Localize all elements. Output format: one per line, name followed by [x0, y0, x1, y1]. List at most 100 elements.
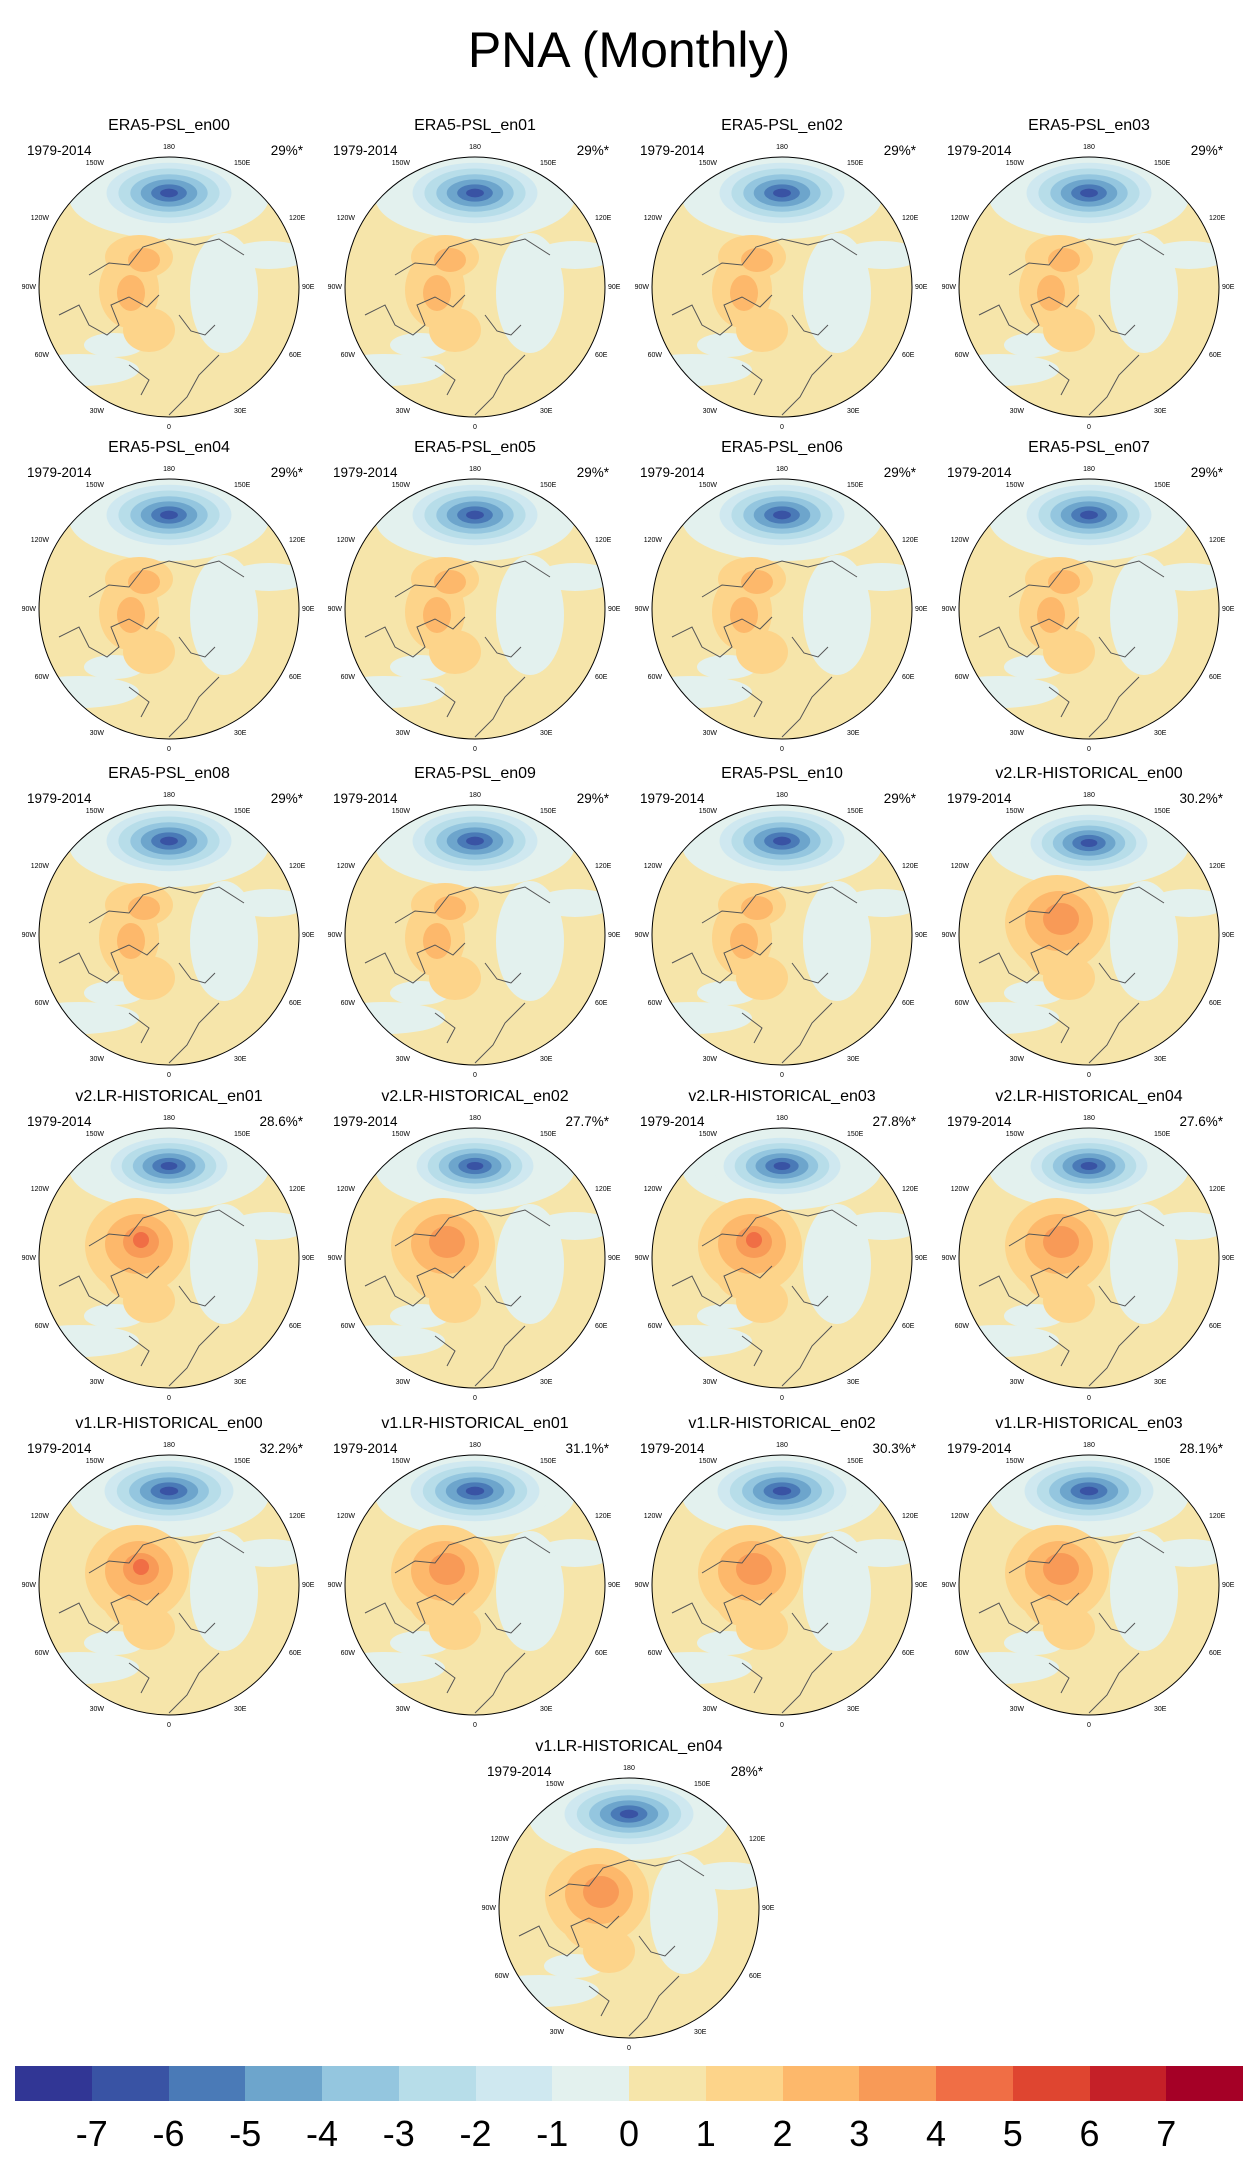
longitude-label: 120W [31, 537, 50, 544]
map-panel: v1.LR-HISTORICAL_en00 180 150W 150E 120W 120E… [19, 1415, 319, 1737]
hemisphere-map: 180 150W 150E 120W 120E 90W 90E 60W 60E 30W 30E 0 [22, 792, 315, 1079]
coastline [978, 616, 1080, 658]
longitude-label: 90E [915, 1582, 928, 1589]
longitude-label: 150W [699, 1131, 718, 1138]
colorbar-tick-label: -2 [459, 2113, 492, 2154]
panel-variance-pct: 28%* [730, 1764, 763, 1779]
coastline [1048, 1012, 1070, 1044]
longitude-label: 30W [90, 1056, 105, 1063]
longitude-label: 90E [1222, 1255, 1235, 1262]
colorbar-tick-label: 4 [925, 2113, 947, 2154]
hemisphere-map: 180 150W 150E 120W 120E 90W 90E 60W 60E 30W 30E 0 [22, 144, 315, 431]
map-panel: v2.LR-HISTORICAL_en02 180 150W 150E 120W 120E… [325, 1088, 625, 1410]
coastline [671, 1265, 773, 1307]
longitude-label: 150W [86, 1458, 105, 1465]
longitude-label: 150E [234, 482, 251, 489]
longitude-label: 180 [1083, 1442, 1095, 1449]
longitude-label: 90W [942, 1255, 957, 1262]
hemisphere-map: 180 150W 150E 120W 120E 90W 90E 60W 60E 30W 30E 0 [942, 466, 1235, 753]
longitude-label: 120E [902, 537, 919, 544]
longitude-label: 60E [289, 1323, 302, 1330]
map-boundary [344, 804, 606, 1066]
longitude-label: 150E [540, 1458, 557, 1465]
map-boundary [651, 156, 913, 418]
coastline [484, 636, 522, 658]
longitude-label: 60E [289, 1650, 302, 1657]
longitude-label: 90W [22, 1582, 37, 1589]
map-panel: ERA5-PSL_en01 180 150W 150E 120W 120E 90W 90E 60… [325, 117, 625, 439]
longitude-label: 60W [35, 674, 50, 681]
coastline [178, 962, 216, 984]
longitude-label: 180 [469, 792, 481, 799]
coastline [394, 886, 551, 924]
longitude-label: 120E [902, 1186, 919, 1193]
field-shading [652, 157, 912, 417]
hemisphere-map: 180 150W 150E 120W 120E 90W 90E 60W 60E 30W 30E 0 [635, 144, 928, 431]
hemisphere-map: 180 150W 150E 120W 120E 90W 90E 60W 60E 30W 30E 0 [942, 1115, 1235, 1402]
longitude-label: 90W [635, 1255, 650, 1262]
longitude-label: 90W [22, 1255, 37, 1262]
panel-period: 1979-2014 [640, 1441, 705, 1456]
longitude-label: 150W [86, 160, 105, 167]
coastline [88, 1536, 245, 1574]
longitude-label: 120W [337, 537, 356, 544]
map-panel: ERA5-PSL_en04 180 150W 150E 120W 120E 90W 90E 60… [19, 439, 319, 761]
panel-title: ERA5-PSL_en00 [108, 117, 230, 134]
map-boundary [38, 804, 300, 1066]
panel-title: ERA5-PSL_en10 [721, 765, 843, 782]
longitude-label: 90W [635, 932, 650, 939]
longitude-label: 30E [540, 1056, 553, 1063]
map-boundary [38, 478, 300, 740]
colorbar-cell [475, 2066, 553, 2101]
longitude-label: 150W [392, 1458, 411, 1465]
longitude-label: 60E [1209, 1650, 1222, 1657]
panel-period: 1979-2014 [947, 1114, 1012, 1129]
longitude-label: 150W [1006, 1458, 1025, 1465]
longitude-label: 150E [1154, 160, 1171, 167]
hemisphere-map: 180 150W 150E 120W 120E 90W 90E 60W 60E 30W 30E 0 [942, 792, 1235, 1079]
field-shading [652, 479, 912, 739]
coastline [701, 886, 858, 924]
panel-variance-pct: 30.3%* [872, 1441, 916, 1456]
coastline [741, 364, 763, 396]
panel-period: 1979-2014 [333, 1441, 398, 1456]
longitude-label: 90W [22, 932, 37, 939]
panel-title: v1.LR-HISTORICAL_en04 [535, 1738, 723, 1755]
coastline [58, 294, 160, 336]
longitude-label: 180 [163, 144, 175, 151]
colorbar-tick-label: 5 [1002, 2113, 1023, 2154]
longitude-label: 30W [396, 1379, 411, 1386]
longitude-label: 0 [1087, 746, 1091, 753]
longitude-label: 150E [1154, 808, 1171, 815]
colorbar-tick-label: 0 [618, 2113, 640, 2154]
longitude-label: 150E [234, 808, 251, 815]
longitude-label: 30E [1154, 1056, 1167, 1063]
longitude-label: 120W [644, 1513, 663, 1520]
longitude-label: 150E [234, 1458, 251, 1465]
coastline [671, 294, 773, 336]
field-shading [652, 805, 912, 1065]
longitude-label: 90W [328, 932, 343, 939]
longitude-label: 150E [847, 808, 864, 815]
coastline [434, 1335, 456, 1367]
field-shading [39, 157, 299, 417]
colorbar-cell [1012, 2066, 1090, 2101]
longitude-label: 60W [35, 352, 50, 359]
coastline [1088, 354, 1140, 416]
coastline [128, 1335, 150, 1367]
colorbar-cell [552, 2066, 629, 2101]
coastline [701, 1209, 858, 1247]
longitude-label: 90E [608, 606, 621, 613]
coastline [791, 314, 829, 336]
coastline [178, 1612, 216, 1634]
longitude-label: 120E [289, 215, 306, 222]
longitude-label: 90E [302, 1255, 315, 1262]
longitude-label: 120W [31, 1186, 50, 1193]
map-panel: ERA5-PSL_en08 180 150W 150E 120W 120E 90W 90E 60… [19, 765, 319, 1087]
map-boundary [498, 1777, 760, 2039]
colorbar-tick-label: 3 [849, 2113, 870, 2154]
longitude-label: 150E [540, 160, 557, 167]
longitude-label: 30E [234, 1706, 247, 1713]
longitude-label: 120E [289, 1186, 306, 1193]
coastline [781, 676, 833, 738]
